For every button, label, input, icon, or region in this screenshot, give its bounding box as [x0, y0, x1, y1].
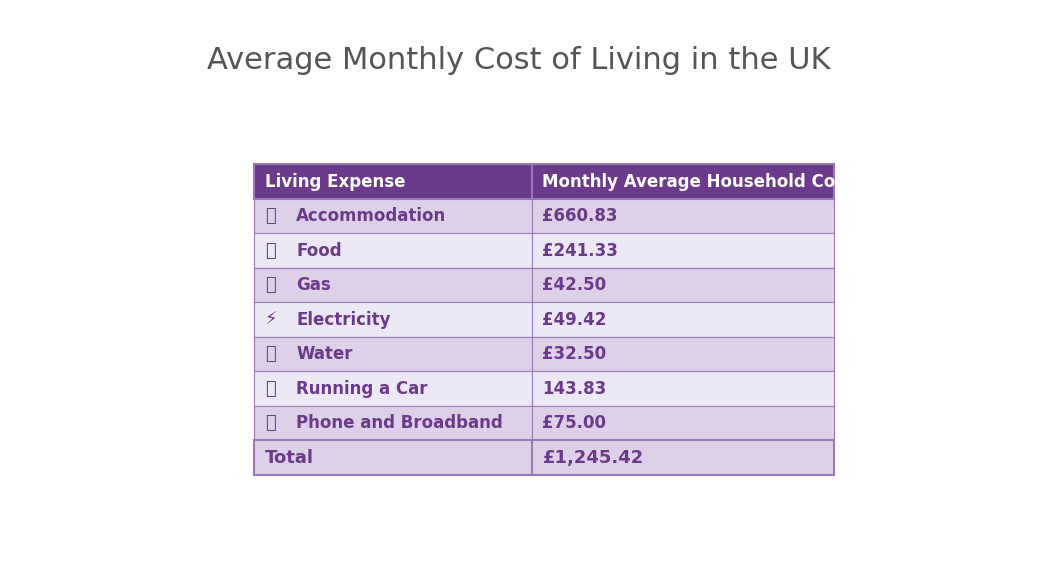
Text: £241.33: £241.33	[543, 242, 619, 260]
FancyBboxPatch shape	[532, 268, 834, 302]
Text: £49.42: £49.42	[543, 310, 607, 329]
Text: Running a Car: Running a Car	[296, 380, 428, 397]
FancyBboxPatch shape	[254, 199, 532, 233]
Text: £1,245.42: £1,245.42	[543, 449, 644, 467]
Text: £75.00: £75.00	[543, 414, 606, 432]
FancyBboxPatch shape	[254, 233, 532, 268]
Text: 🚗: 🚗	[265, 380, 276, 397]
Text: 🕯: 🕯	[265, 276, 276, 294]
Text: Monthly Average Household Cost: Monthly Average Household Cost	[543, 173, 853, 191]
Text: Phone and Broadband: Phone and Broadband	[296, 414, 503, 432]
Text: Accommodation: Accommodation	[296, 207, 446, 225]
Text: 💧: 💧	[265, 345, 276, 363]
Text: Living Expense: Living Expense	[265, 173, 406, 191]
FancyBboxPatch shape	[254, 372, 532, 406]
FancyBboxPatch shape	[532, 165, 834, 199]
Text: Average Monthly Cost of Living in the UK: Average Monthly Cost of Living in the UK	[208, 46, 830, 75]
Text: Electricity: Electricity	[296, 310, 390, 329]
FancyBboxPatch shape	[532, 199, 834, 233]
Text: £660.83: £660.83	[543, 207, 618, 225]
Text: ⚡: ⚡	[265, 310, 277, 329]
FancyBboxPatch shape	[532, 441, 834, 475]
Text: 📞: 📞	[265, 414, 276, 432]
FancyBboxPatch shape	[254, 406, 532, 441]
Text: £32.50: £32.50	[543, 345, 606, 363]
FancyBboxPatch shape	[532, 233, 834, 268]
FancyBboxPatch shape	[532, 372, 834, 406]
Text: Gas: Gas	[296, 276, 331, 294]
FancyBboxPatch shape	[254, 441, 532, 475]
Text: Food: Food	[296, 242, 342, 260]
FancyBboxPatch shape	[254, 337, 532, 372]
FancyBboxPatch shape	[532, 302, 834, 337]
Text: Total: Total	[265, 449, 313, 467]
Text: £42.50: £42.50	[543, 276, 606, 294]
Text: Water: Water	[296, 345, 353, 363]
Text: 🍜: 🍜	[265, 242, 276, 260]
FancyBboxPatch shape	[254, 268, 532, 302]
FancyBboxPatch shape	[254, 165, 532, 199]
Text: 🏠: 🏠	[265, 207, 276, 225]
FancyBboxPatch shape	[532, 406, 834, 441]
FancyBboxPatch shape	[254, 302, 532, 337]
Text: 143.83: 143.83	[543, 380, 606, 397]
FancyBboxPatch shape	[532, 337, 834, 372]
